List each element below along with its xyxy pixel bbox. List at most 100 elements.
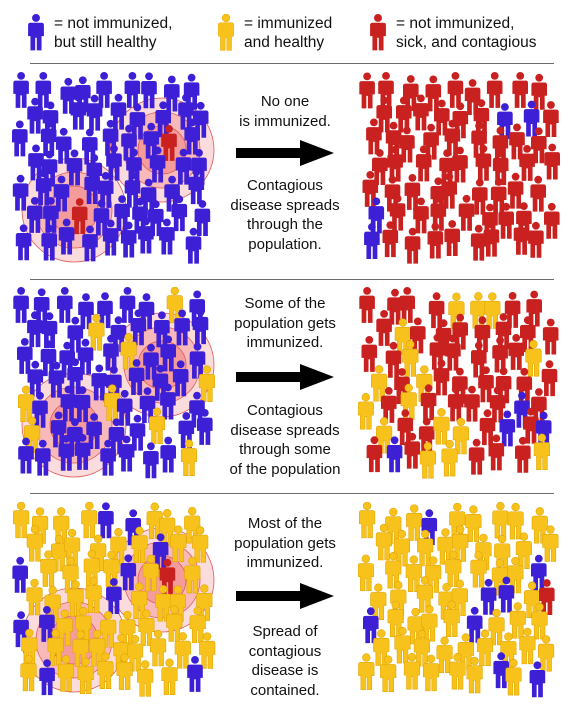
blue-person-icon [35,72,52,108]
yellow-person-icon [26,525,43,562]
yellow-person-icon [375,523,392,561]
yellow-person-icon [57,655,75,692]
yellow-person-icon [443,600,460,637]
yellow-person-icon [405,555,422,592]
red-person-icon [492,149,509,186]
yellow-person-icon [18,385,35,423]
yellow-person-icon [505,658,522,696]
panel-2-text-bottom-line: disease spreads [230,421,340,439]
blue-person-icon [48,361,65,398]
blue-person-icon [50,411,67,448]
population-after-crowd [358,287,559,479]
blue-person-icon [143,343,159,380]
legend-sick-line2: sick, and contagious [396,34,537,51]
yellow-person-icon [104,384,121,421]
blue-person-icon [35,169,52,206]
yellow-person-icon [166,605,183,642]
yellow-person-icon [448,292,465,330]
blue-person-icon [499,410,516,447]
blue-person-icon [28,14,44,51]
red-person-icon [452,313,468,350]
yellow-person-icon [189,606,206,644]
red-person-icon [370,14,386,51]
red-person-icon [445,334,461,371]
blue-person-icon [116,389,133,426]
blue-person-icon [466,606,483,643]
red-person-icon [475,144,492,181]
red-person-icon [458,194,475,231]
yellow-person-icon [192,526,209,563]
divider-middle-2 [30,493,554,494]
yellow-person-icon [138,609,155,646]
red-person-icon [415,145,432,182]
yellow-person-icon [437,528,454,565]
red-person-icon [376,310,392,346]
panel-3-text-bottom-line: contained. [250,681,320,699]
yellow-person-icon [371,365,388,402]
red-person-icon [387,145,403,182]
red-person-icon [470,224,487,261]
blue-person-icon [138,217,154,254]
red-person-icon [504,292,521,328]
red-person-icon [515,436,531,473]
yellow-person-icon [433,408,450,445]
red-person-icon [486,72,503,108]
yellow-person-icon [20,654,37,692]
blue-person-icon [159,218,175,255]
yellow-person-icon [137,660,154,697]
yellow-person-icon [180,439,198,476]
yellow-person-icon [393,529,410,567]
blue-person-icon [40,340,57,377]
yellow-person-icon [89,629,106,667]
blue-person-icon [124,72,141,108]
red-person-icon [543,101,559,137]
red-person-icon [483,220,500,257]
yellow-person-icon [199,632,216,669]
red-person-icon [528,221,544,258]
panel-1-text-bottom-line: Contagious [247,177,323,194]
yellow-person-icon [509,602,526,639]
red-person-icon [413,197,429,234]
red-person-icon [492,126,509,163]
blue-person-icon [120,221,137,258]
yellow-person-icon [146,502,163,539]
panel-2-text-bottom-line: of the population [229,460,341,478]
yellow-person-icon [26,578,43,616]
blue-person-icon [130,309,147,346]
yellow-person-icon [484,292,501,329]
panel-3-text-top: Most of the population gets immunized. [210,514,360,573]
panel-3-text-bottom-line: contagious [248,642,322,660]
blue-person-icon [103,334,119,371]
panel-3-text-bottom: Spread of contagious disease is containe… [210,622,360,700]
yellow-person-icon [359,502,376,539]
panel-3-text-top-line: immunized. [246,554,324,571]
panel-1-text-bottom: Contagious disease spreads through the p… [210,176,360,254]
red-person-icon [161,125,177,161]
red-person-icon [387,288,403,325]
blue-person-icon [57,287,73,323]
panel-2-text-top-line: Some of the [244,295,326,312]
red-person-icon [464,385,480,422]
yellow-person-icon [358,554,374,592]
blue-person-icon [97,292,113,329]
red-person-icon [447,72,464,108]
yellow-person-icon [542,525,559,562]
red-person-icon [410,317,426,354]
blue-person-icon [421,509,438,546]
blue-person-icon [91,364,108,401]
blue-person-icon [363,607,379,644]
blue-person-icon [66,149,83,186]
yellow-person-icon [370,583,387,620]
yellow-person-icon [531,602,548,640]
yellow-person-icon [466,656,483,694]
yellow-person-icon [47,629,64,666]
yellow-person-icon [120,333,137,370]
blue-person-icon [171,195,188,232]
red-person-icon [452,146,468,183]
red-person-icon [488,434,505,471]
blue-person-icon [86,94,103,131]
red-person-icon [399,287,415,323]
red-person-icon [382,221,399,258]
yellow-person-icon [417,529,434,567]
yellow-person-icon [413,630,430,667]
